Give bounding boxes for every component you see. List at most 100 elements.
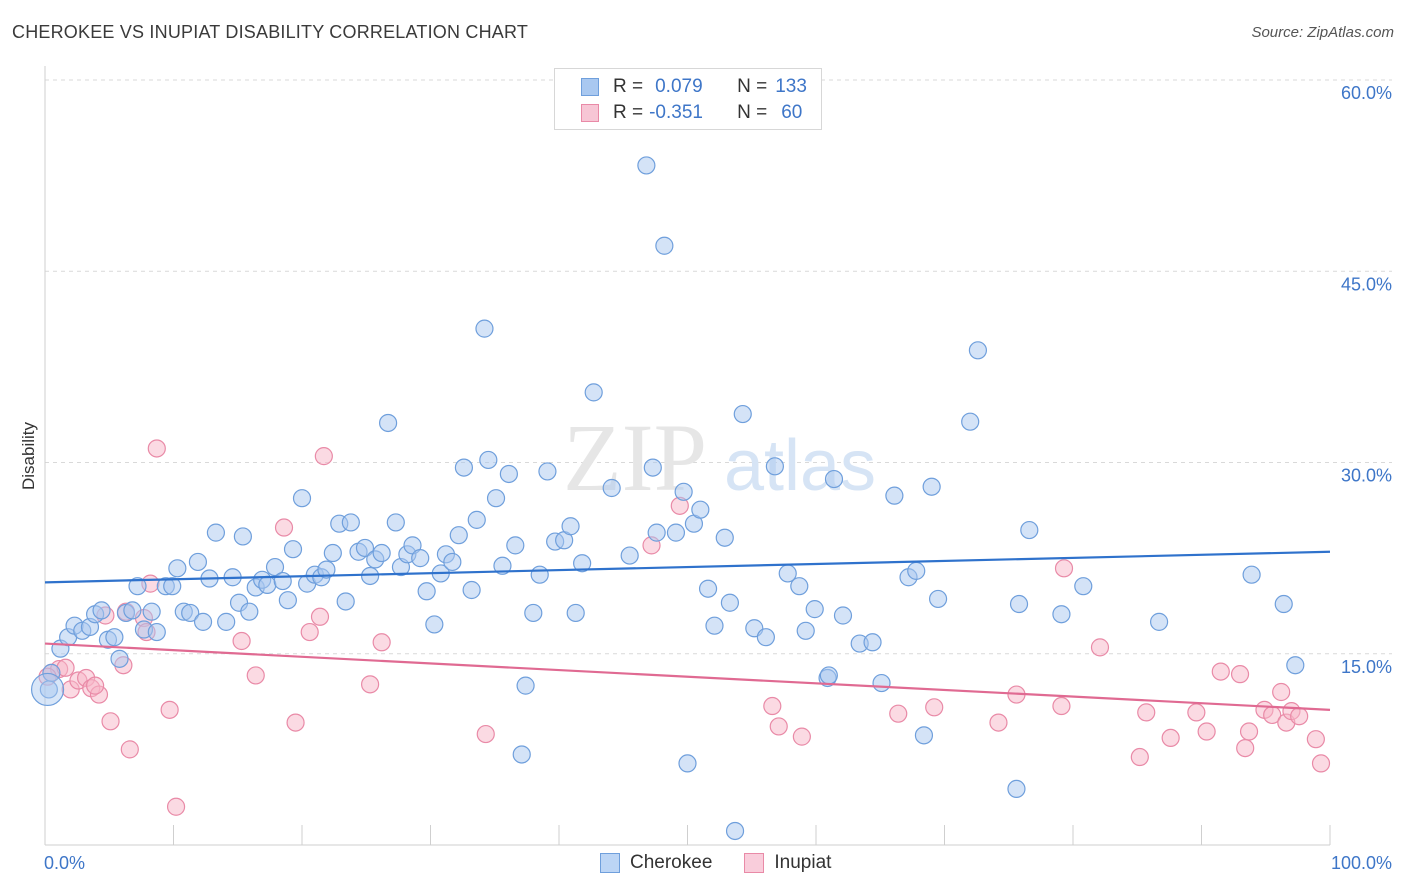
cherokee-point bbox=[647, 523, 666, 542]
legend-r-value: 0.079 bbox=[655, 76, 703, 97]
grid-lines bbox=[45, 79, 1392, 655]
trend-lines bbox=[44, 550, 1331, 711]
cherokee-point bbox=[92, 601, 111, 620]
cherokee-point bbox=[467, 510, 486, 529]
cherokee-point bbox=[573, 554, 592, 573]
cherokee-point bbox=[1274, 594, 1293, 614]
cherokee-point bbox=[524, 603, 543, 623]
cherokee-point bbox=[602, 478, 621, 498]
cherokee-point bbox=[361, 566, 380, 586]
legend-label-cherokee: Cherokee bbox=[630, 852, 713, 873]
cherokee-point bbox=[425, 615, 444, 634]
cherokee-point bbox=[462, 580, 481, 600]
cherokee-point bbox=[733, 404, 752, 424]
legend-n-value: 133 bbox=[775, 76, 807, 97]
inupiat-point bbox=[101, 712, 120, 731]
cherokee-point bbox=[336, 592, 355, 611]
y-tick-label: 60.0% bbox=[1341, 83, 1392, 103]
cherokee-point bbox=[620, 546, 639, 565]
cherokee-point bbox=[538, 462, 557, 481]
inupiat-point bbox=[1130, 747, 1149, 767]
inupiat-point bbox=[86, 676, 105, 695]
cherokee-point bbox=[720, 593, 740, 612]
cherokee-point bbox=[1007, 779, 1026, 799]
inupiat-point bbox=[889, 704, 908, 723]
inupiat-point bbox=[763, 696, 782, 716]
y-axis-title: Disability bbox=[19, 421, 38, 490]
cherokee-point bbox=[317, 560, 336, 579]
cherokee-point bbox=[163, 577, 182, 596]
cherokee-point bbox=[39, 680, 58, 699]
cherokee-point bbox=[678, 754, 697, 773]
cherokee-point bbox=[566, 603, 585, 623]
inupiat-point bbox=[1054, 559, 1074, 578]
inupiat-point bbox=[792, 727, 811, 746]
cherokee-point bbox=[1009, 594, 1029, 614]
inupiat-point bbox=[1311, 754, 1331, 773]
cherokee-point bbox=[698, 579, 718, 598]
watermark-atlas: atlas bbox=[724, 426, 876, 506]
cherokee-point bbox=[561, 517, 580, 536]
cherokee-point bbox=[323, 543, 342, 563]
cherokee-point bbox=[796, 621, 815, 640]
x-tick-label: 0.0% bbox=[44, 853, 85, 873]
inupiat-point bbox=[1090, 638, 1110, 657]
legend-n-label: N = bbox=[737, 102, 768, 123]
cherokee-point bbox=[1242, 565, 1261, 584]
legend-r-value: -0.351 bbox=[649, 102, 703, 123]
axes bbox=[44, 66, 1331, 846]
legend-row-inupiat: R = -0.351 N = 60 bbox=[581, 100, 802, 126]
legend-n-label: N = bbox=[737, 76, 768, 97]
cherokee-point-large bbox=[30, 672, 65, 707]
inupiat-point bbox=[361, 675, 380, 694]
cherokee-point bbox=[278, 591, 297, 610]
cherokee-point bbox=[584, 383, 603, 402]
series-cherokee-points bbox=[30, 156, 1305, 841]
cherokee-point bbox=[863, 633, 882, 652]
cherokee-point bbox=[372, 543, 391, 563]
cherokee-point bbox=[705, 616, 724, 635]
cherokee-point bbox=[961, 412, 980, 431]
inupiat-swatch bbox=[744, 853, 765, 873]
cherokee-point bbox=[1149, 612, 1169, 631]
cherokee-point bbox=[907, 561, 926, 580]
inupiat-point bbox=[1161, 728, 1180, 748]
inupiat-point bbox=[769, 717, 788, 736]
cherokee-point bbox=[411, 549, 430, 568]
source-label: Source: ZipAtlas.com bbox=[1251, 24, 1394, 41]
inupiat-point bbox=[166, 797, 186, 816]
cherokee-point bbox=[824, 469, 844, 489]
legend-item-cherokee[interactable]: Cherokee bbox=[600, 852, 712, 874]
inupiat-point bbox=[989, 713, 1008, 732]
cherokee-point bbox=[128, 577, 147, 596]
cherokee-point bbox=[181, 603, 200, 623]
legend-item-inupiat[interactable]: Inupiat bbox=[744, 852, 831, 874]
cherokee-point bbox=[147, 622, 166, 642]
cherokee-point bbox=[258, 575, 277, 595]
cherokee-point bbox=[105, 628, 124, 647]
y-tick-label: 30.0% bbox=[1341, 466, 1392, 486]
inupiat-point bbox=[1187, 703, 1206, 722]
inupiat-point bbox=[1306, 730, 1325, 749]
cherokee-point bbox=[265, 557, 285, 577]
cherokee-point bbox=[1020, 520, 1039, 540]
cherokee-point bbox=[110, 649, 129, 668]
inupiat-point bbox=[147, 439, 166, 458]
inupiat-point bbox=[1211, 662, 1230, 681]
cherokee-point bbox=[928, 589, 948, 609]
x-tick-label: 100.0% bbox=[1331, 853, 1392, 873]
cherokee-point bbox=[273, 571, 292, 591]
cherokee-point bbox=[292, 489, 312, 508]
inupiat-point bbox=[1052, 696, 1071, 716]
cherokee-point bbox=[499, 464, 518, 484]
inupiat-point bbox=[310, 607, 330, 626]
tick-labels: 15.0% 30.0% 45.0% 60.0% 0.0% 100.0% bbox=[44, 83, 1392, 873]
inupiat-point bbox=[476, 724, 495, 744]
cherokee-point bbox=[486, 489, 506, 508]
series-inupiat-points bbox=[38, 439, 1331, 816]
cherokee-point bbox=[674, 482, 693, 501]
cherokee-point bbox=[506, 536, 525, 555]
cherokee-point bbox=[233, 527, 252, 546]
cherokee-point bbox=[206, 523, 226, 542]
y-tick-label: 45.0% bbox=[1341, 274, 1392, 294]
